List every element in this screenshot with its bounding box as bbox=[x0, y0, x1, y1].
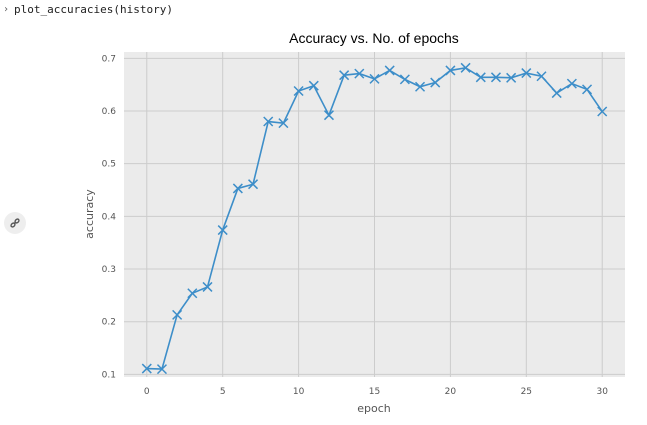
data-point-marker bbox=[430, 77, 441, 88]
data-point-marker bbox=[187, 288, 198, 299]
y-axis-label: accuracy bbox=[83, 189, 96, 239]
data-point-marker bbox=[521, 68, 532, 79]
x-tick-label: 15 bbox=[369, 387, 380, 397]
x-tick-label: 20 bbox=[445, 387, 457, 397]
data-point-marker bbox=[217, 225, 228, 236]
x-tick-label: 30 bbox=[597, 387, 609, 397]
data-point-marker bbox=[339, 70, 350, 81]
data-point-marker bbox=[597, 106, 608, 117]
data-point-marker bbox=[308, 80, 319, 91]
data-point-marker bbox=[475, 72, 486, 83]
data-point-marker bbox=[141, 363, 152, 374]
y-tick-label: 0.2 bbox=[102, 318, 116, 328]
data-point-marker bbox=[263, 116, 274, 127]
data-point-marker bbox=[202, 281, 213, 292]
data-point-marker bbox=[566, 78, 577, 89]
data-point-marker bbox=[278, 118, 289, 129]
data-point-marker bbox=[156, 364, 167, 375]
code-text: plot_accuracies(history) bbox=[14, 3, 173, 16]
y-tick-label: 0.3 bbox=[102, 265, 116, 275]
chevron-right-icon: › bbox=[3, 4, 10, 15]
code-cell[interactable]: › plot_accuracies(history) bbox=[3, 3, 173, 16]
x-tick-label: 5 bbox=[220, 387, 226, 397]
chart-title: Accuracy vs. No. of epochs bbox=[289, 30, 459, 46]
y-tick-label: 0.5 bbox=[102, 160, 116, 170]
data-point-marker bbox=[506, 72, 517, 83]
data-point-marker bbox=[248, 179, 259, 190]
data-point-marker bbox=[399, 74, 410, 85]
link-button[interactable] bbox=[4, 212, 26, 234]
data-point-marker bbox=[415, 81, 426, 92]
data-point-marker bbox=[536, 71, 547, 82]
data-point-marker bbox=[551, 88, 562, 99]
data-point-marker bbox=[460, 62, 471, 73]
data-point-marker bbox=[490, 72, 501, 83]
data-point-marker bbox=[445, 65, 456, 76]
data-point-marker bbox=[354, 68, 365, 79]
x-tick-label: 0 bbox=[144, 387, 150, 397]
data-point-marker bbox=[323, 110, 334, 121]
y-tick-label: 0.7 bbox=[102, 54, 116, 64]
y-tick-label: 0.6 bbox=[102, 107, 117, 117]
data-point-marker bbox=[293, 85, 304, 97]
y-tick-label: 0.1 bbox=[102, 370, 116, 380]
data-point-marker bbox=[369, 73, 380, 84]
x-tick-label: 10 bbox=[293, 387, 305, 397]
y-tick-label: 0.4 bbox=[102, 212, 117, 222]
data-point-marker bbox=[232, 183, 243, 194]
x-tick-label: 25 bbox=[521, 387, 532, 397]
link-icon bbox=[10, 218, 20, 228]
data-point-marker bbox=[172, 309, 183, 320]
data-point-marker bbox=[582, 84, 593, 95]
data-point-marker bbox=[384, 65, 395, 76]
x-axis-label: epoch bbox=[357, 402, 391, 415]
